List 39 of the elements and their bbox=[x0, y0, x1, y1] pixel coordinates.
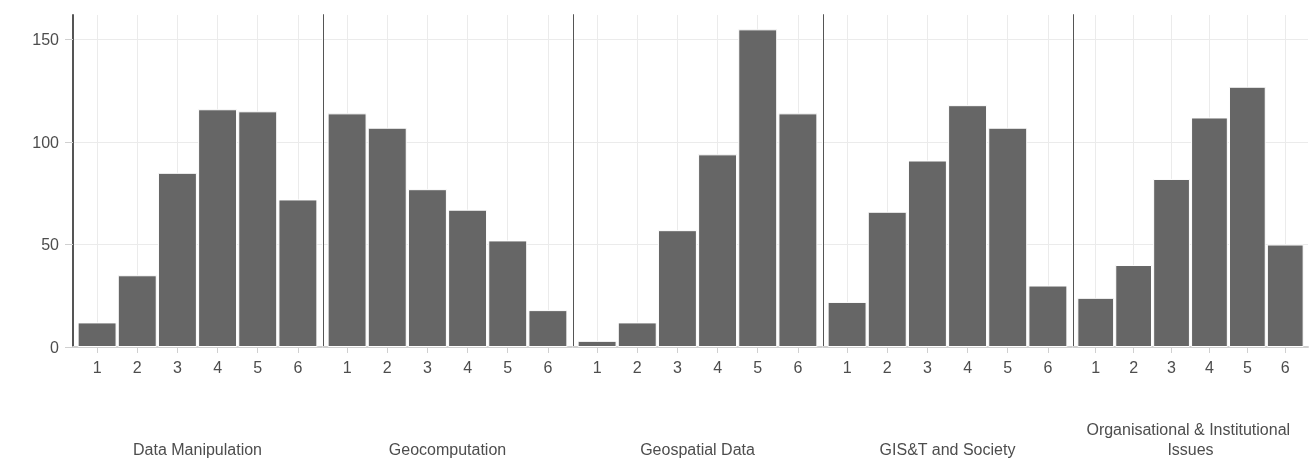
x-tick-label: 4 bbox=[463, 358, 473, 376]
x-tick-label: 4 bbox=[213, 358, 223, 376]
x-tick-label: 2 bbox=[132, 358, 142, 376]
y-tick-label: 100 bbox=[32, 133, 60, 151]
x-tick-label: 2 bbox=[632, 358, 642, 376]
y-tick-label: 150 bbox=[32, 31, 60, 49]
x-axis-title: GIS&T and Society bbox=[879, 440, 1016, 458]
x-tick-label: 2 bbox=[882, 358, 892, 376]
x-axis-title: Organisational & Institutional Issues bbox=[1086, 420, 1295, 458]
x-axis-title: Geocomputation bbox=[388, 440, 507, 458]
x-tick-label: 6 bbox=[1043, 358, 1053, 376]
x-tick-label: 4 bbox=[963, 358, 973, 376]
x-tick-label: 1 bbox=[1091, 358, 1101, 376]
x-tick-label: 4 bbox=[1205, 358, 1214, 376]
x-tick-label: 1 bbox=[842, 358, 852, 376]
x-tick-label: 3 bbox=[172, 358, 182, 376]
x-tick-label: 6 bbox=[1280, 358, 1290, 376]
x-axis-title: Geospatial Data bbox=[640, 440, 755, 458]
y-tick-label: 50 bbox=[41, 236, 60, 254]
x-tick-label: 2 bbox=[382, 358, 392, 376]
x-tick-label: 5 bbox=[1242, 358, 1252, 376]
y-tick-label: 0 bbox=[50, 338, 60, 356]
x-tick-label: 6 bbox=[543, 358, 553, 376]
x-tick-label: 3 bbox=[422, 358, 432, 376]
x-tick-label: 5 bbox=[753, 358, 763, 376]
x-tick-label: 1 bbox=[342, 358, 352, 376]
x-tick-label: 5 bbox=[1003, 358, 1013, 376]
x-tick-label: 1 bbox=[592, 358, 602, 376]
x-tick-label: 3 bbox=[922, 358, 932, 376]
x-tick-label: 3 bbox=[1167, 358, 1177, 376]
x-tick-label: 5 bbox=[253, 358, 263, 376]
x-tick-label: 6 bbox=[793, 358, 803, 376]
x-tick-label: 6 bbox=[293, 358, 303, 376]
x-tick-label: 1 bbox=[92, 358, 102, 376]
x-axis-title: Data Manipulation bbox=[133, 440, 262, 458]
x-tick-label: 2 bbox=[1129, 358, 1139, 376]
x-tick-label: 3 bbox=[672, 358, 682, 376]
x-tick-label: 5 bbox=[503, 358, 513, 376]
x-tick-label: 4 bbox=[713, 358, 723, 376]
